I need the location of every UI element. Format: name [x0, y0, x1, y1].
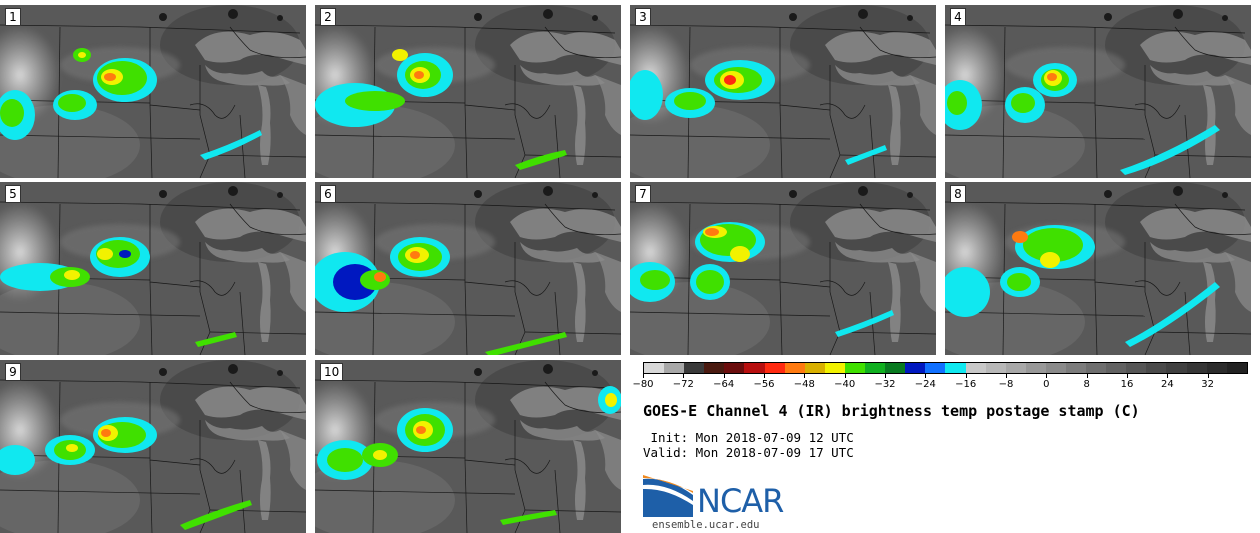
ir-satellite-map	[630, 5, 936, 178]
colorbar-swatch	[1206, 363, 1227, 373]
member-panel-1[interactable]: 1	[0, 5, 306, 178]
ir-satellite-map	[315, 360, 621, 533]
colorbar-tick-label: −64	[713, 379, 735, 390]
ir-satellite-map	[945, 5, 1251, 178]
colorbar-swatch	[1045, 363, 1066, 373]
colorbar-tick-label: −40	[834, 379, 856, 390]
colorbar-swatch	[764, 363, 785, 373]
ir-satellite-map	[0, 5, 306, 178]
colorbar-tick-label: 0	[1043, 379, 1050, 390]
member-panel-8[interactable]: 8	[945, 182, 1251, 355]
colorbar-tick-label: −8	[998, 379, 1014, 390]
colorbar-swatch	[684, 363, 705, 373]
colorbar-swatch	[1005, 363, 1026, 373]
member-panel-5[interactable]: 5	[0, 182, 306, 355]
colorbar-tick-mark	[764, 374, 765, 378]
panel-number: 10	[320, 363, 344, 381]
colorbar-swatch	[985, 363, 1006, 373]
colorbar-swatch	[1065, 363, 1087, 373]
colorbar-swatch	[844, 363, 866, 373]
colorbar-swatch	[804, 363, 825, 373]
ncar-logo[interactable]: NCAR	[643, 475, 803, 521]
colorbar-tick-label: −48	[793, 379, 815, 390]
colorbar-tick-label: −72	[672, 379, 694, 390]
colorbar-tick-label: −56	[753, 379, 775, 390]
member-panel-7[interactable]: 7	[630, 182, 936, 355]
colorbar-tick-label: −80	[632, 379, 654, 390]
colorbar-swatch	[664, 363, 685, 373]
colorbar-tick-mark	[885, 374, 886, 378]
colorbar-swatch	[1106, 363, 1127, 373]
colorbar-tick-mark	[1086, 374, 1088, 378]
colorbar-tick-label: 24	[1160, 379, 1174, 390]
member-panel-3[interactable]: 3	[630, 5, 936, 178]
member-panel-10[interactable]: 10	[315, 360, 621, 533]
ncar-logo-text: NCAR	[697, 482, 784, 520]
colorbar-tick-mark	[804, 374, 806, 378]
colorbar-tick-mark	[1207, 374, 1209, 378]
colorbar-swatch	[1146, 363, 1167, 373]
panel-number: 7	[635, 185, 651, 203]
colorbar-swatch	[865, 363, 886, 373]
colorbar-swatch	[945, 363, 966, 373]
colorbar-swatch	[905, 363, 926, 373]
colorbar-swatch	[824, 363, 845, 373]
colorbar-swatch	[1126, 363, 1147, 373]
colorbar-swatch	[744, 363, 765, 373]
colorbar-tick-mark	[1006, 374, 1007, 378]
colorbar-swatch	[1186, 363, 1207, 373]
colorbar-tick-label: −24	[914, 379, 936, 390]
colorbar-tick-mark	[643, 374, 644, 378]
ir-satellite-map	[945, 182, 1251, 355]
colorbar-tick-label: 16	[1120, 379, 1134, 390]
colorbar-tick-mark	[1127, 374, 1128, 378]
ensemble-url[interactable]: ensemble.ucar.edu	[652, 519, 760, 531]
ncar-logo-mark-icon	[643, 475, 693, 517]
colorbar-tick-label: 32	[1201, 379, 1215, 390]
colorbar-swatch	[724, 363, 745, 373]
panel-number: 1	[5, 8, 21, 26]
colorbar-swatch	[644, 363, 665, 373]
valid-time: Valid: Mon 2018-07-09 17 UTC	[643, 445, 854, 460]
colorbar-swatch	[885, 363, 906, 373]
colorbar-swatch	[1166, 363, 1187, 373]
colorbar-tick-label: −16	[955, 379, 977, 390]
panel-number: 8	[950, 185, 966, 203]
colorbar-tick-mark	[1167, 374, 1169, 378]
colorbar-tick-label: 8	[1083, 379, 1090, 390]
member-panel-2[interactable]: 2	[315, 5, 621, 178]
member-panel-4[interactable]: 4	[945, 5, 1251, 178]
panel-number: 5	[5, 185, 21, 203]
ir-satellite-map	[315, 182, 621, 355]
member-panel-9[interactable]: 9	[0, 360, 306, 533]
colorbar-tick-label: −32	[874, 379, 896, 390]
colorbar-swatch	[1086, 363, 1107, 373]
colorbar-tick-mark	[683, 374, 685, 378]
colorbar-swatch	[925, 363, 946, 373]
colorbar-swatch	[1226, 363, 1247, 373]
colorbar-swatch	[704, 363, 725, 373]
ir-satellite-map	[315, 5, 621, 178]
colorbar-tick-mark	[925, 374, 927, 378]
init-time: Init: Mon 2018-07-09 12 UTC	[643, 430, 854, 445]
panel-number: 6	[320, 185, 336, 203]
colorbar-tick-mark	[844, 374, 846, 378]
ir-satellite-map	[630, 182, 936, 355]
panel-number: 3	[635, 8, 651, 26]
colorbar-tick-mark	[965, 374, 967, 378]
ir-satellite-map	[0, 360, 306, 533]
panel-number: 2	[320, 8, 336, 26]
colorbar-swatch	[784, 363, 805, 373]
panel-number: 9	[5, 363, 21, 381]
panel-number: 4	[950, 8, 966, 26]
colorbar	[643, 362, 1248, 374]
member-panel-6[interactable]: 6	[315, 182, 621, 355]
colorbar-tick-mark	[1046, 374, 1048, 378]
colorbar-swatch	[965, 363, 986, 373]
colorbar-tick-mark	[723, 374, 725, 378]
ir-satellite-map	[0, 182, 306, 355]
colorbar-swatch	[1025, 363, 1046, 373]
colorbar-ticks: −80 −72 −64 −56 −48 −40 −32 −24 −16 −8 0 8 16 24 32	[632, 374, 1248, 392]
figure-title: GOES-E Channel 4 (IR) brightness temp po…	[643, 402, 1140, 420]
